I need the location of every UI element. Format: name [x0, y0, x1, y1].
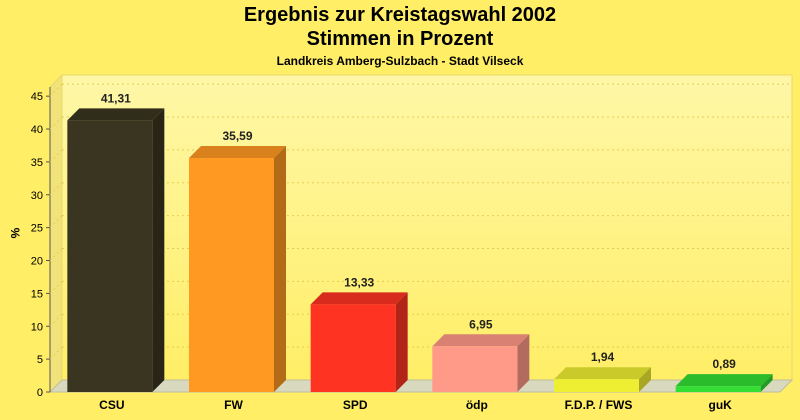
y-tick-label: 45: [31, 91, 43, 103]
bar-top: [67, 108, 165, 121]
bar-front: [432, 346, 518, 392]
plot-side-wall: [49, 73, 63, 394]
bar-front: [310, 304, 396, 392]
y-tick-label: 35: [31, 157, 43, 169]
data-label: 13,33: [344, 275, 374, 289]
y-tick-label: 10: [31, 321, 43, 333]
bar-top: [432, 334, 530, 347]
bar-top: [554, 367, 651, 380]
data-label: 1,94: [591, 350, 615, 364]
bar-side: [274, 146, 286, 392]
bar-side: [395, 292, 408, 392]
x-tick-label: CSU: [99, 398, 124, 412]
bar-SPD: [310, 292, 408, 392]
y-tick-label: 15: [31, 288, 43, 300]
bar-top: [189, 146, 286, 159]
y-tick-label: 0: [37, 387, 43, 399]
y-tick-label: 40: [31, 124, 43, 136]
data-label: 0,89: [712, 357, 736, 371]
bar-top: [310, 292, 408, 305]
x-tick-label: FW: [224, 398, 243, 412]
bar-side: [152, 108, 165, 392]
x-tick-label: guK: [709, 398, 733, 412]
y-tick-label: 30: [31, 190, 43, 202]
bar-top: [675, 374, 773, 387]
bar-front: [67, 120, 153, 392]
data-label: 6,95: [469, 317, 493, 331]
bar-FW: [189, 146, 286, 392]
y-tick-label: 5: [37, 354, 43, 366]
x-tick-label: SPD: [343, 398, 368, 412]
bar-side: [517, 334, 530, 392]
bar-CSU: [67, 108, 165, 392]
chart-title: Ergebnis zur Kreistagswahl 2002: [243, 4, 557, 26]
y-tick-label: 25: [31, 223, 43, 235]
bar-front: [554, 379, 639, 392]
bar-ödp: [432, 334, 530, 392]
plot-back-wall: [61, 74, 793, 381]
bar-front: [675, 386, 761, 392]
bar-side: [760, 374, 773, 392]
bar-front: [189, 158, 274, 392]
bar-guK: [675, 374, 773, 392]
data-label: 41,31: [101, 91, 131, 105]
data-label: 35,59: [222, 129, 252, 143]
chart-caption: Landkreis Amberg-Sulzbach - Stadt Vilsec…: [276, 54, 524, 68]
bar-side: [639, 367, 651, 392]
bar-F.D.P. / FWS: [554, 367, 651, 392]
y-tick-label: 20: [31, 256, 43, 268]
x-tick-label: ödp: [466, 398, 488, 412]
chart-subtitle: Stimmen in Prozent: [306, 28, 494, 50]
x-tick-label: F.D.P. / FWS: [565, 398, 633, 412]
